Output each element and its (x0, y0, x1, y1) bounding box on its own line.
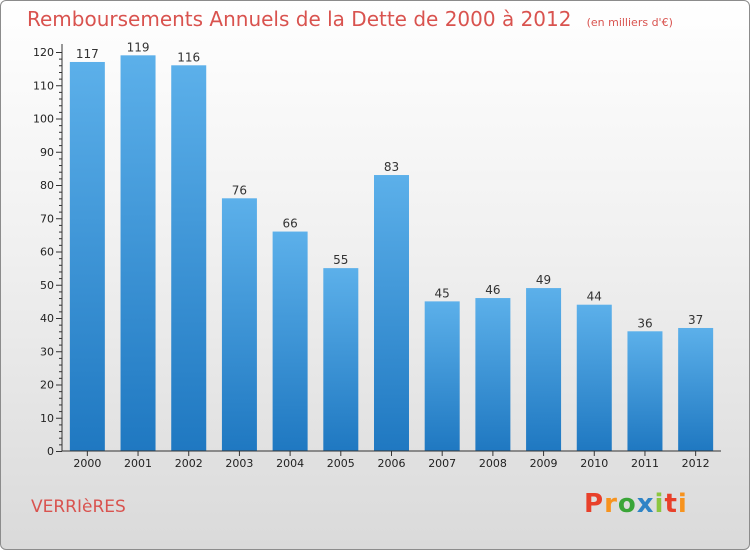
y-tick-label: 30 (40, 345, 54, 358)
y-tick-label: 50 (40, 279, 54, 292)
x-tick-label: 2011 (631, 457, 659, 470)
x-tick-label: 2004 (276, 457, 304, 470)
bar-value-label: 36 (637, 316, 652, 330)
bar (475, 298, 511, 451)
chart-unit: (en milliers d'€) (586, 16, 673, 29)
logo-letter: t (664, 489, 678, 519)
bar (678, 327, 714, 451)
bar-value-label: 44 (587, 290, 602, 304)
bar-value-label: 37 (688, 313, 703, 327)
bar-value-label: 45 (435, 286, 450, 300)
bar (323, 268, 359, 451)
bar (374, 175, 409, 451)
bar-value-label: 55 (333, 253, 348, 267)
y-tick-label: 70 (40, 212, 54, 225)
logo-letter: i (677, 489, 688, 519)
x-tick-label: 2008 (479, 457, 507, 470)
y-tick-label: 10 (40, 412, 54, 425)
commune-name: VERRIèRES (31, 497, 126, 517)
y-tick-label: 100 (33, 113, 54, 126)
bar-value-label: 66 (282, 217, 297, 231)
x-tick-label: 2000 (73, 457, 101, 470)
bars: 117 119 116 76 66 55 83 45 46 49 44 36 37 (69, 40, 714, 452)
bar (272, 231, 308, 451)
x-tick-label: 2009 (530, 457, 558, 470)
x-tick-label: 2006 (378, 457, 406, 470)
logo-letter: x (636, 489, 655, 519)
bar-value-label: 49 (536, 273, 551, 287)
title-row: Remboursements Annuels de la Dette de 20… (27, 7, 673, 31)
logo-letter: o (617, 489, 637, 519)
y-axis: 0 10 20 30 40 50 60 70 80 90 100 110 120 (33, 44, 63, 458)
bar (221, 198, 257, 451)
x-tick-label: 2001 (124, 457, 152, 470)
y-tick-label: 60 (40, 246, 54, 259)
x-tick-label: 2010 (580, 457, 608, 470)
y-tick-label: 110 (33, 79, 54, 92)
y-tick-label: 90 (40, 146, 54, 159)
bar (526, 288, 562, 451)
y-tick-label: 0 (47, 445, 54, 458)
x-tick-label: 2005 (327, 457, 355, 470)
x-tick-label: 2007 (428, 457, 456, 470)
y-tick-label: 40 (40, 312, 54, 325)
bar (171, 65, 207, 452)
proxiti-logo[interactable]: Proxiti (584, 489, 688, 519)
bar (424, 301, 460, 451)
logo-letter: i (654, 489, 665, 519)
bar (576, 304, 612, 451)
bar-value-label: 46 (485, 283, 500, 297)
logo-letter: r (604, 489, 618, 519)
bar-value-label: 117 (76, 47, 99, 61)
x-tick-label: 2002 (175, 457, 203, 470)
chart-title: Remboursements Annuels de la Dette de 20… (27, 7, 572, 31)
bar-value-label: 116 (177, 50, 200, 64)
bar-value-label: 119 (127, 40, 150, 54)
x-axis: 2000 2001 2002 2003 2004 2005 2006 2007 2008 2009… (62, 450, 721, 470)
x-tick-label: 2003 (225, 457, 253, 470)
bar (120, 55, 156, 451)
bar (627, 331, 663, 451)
y-tick-label: 120 (33, 46, 54, 59)
bar (69, 61, 105, 451)
y-tick-label: 20 (40, 379, 54, 392)
x-tick-label: 2012 (682, 457, 710, 470)
bar-value-label: 83 (384, 160, 399, 174)
logo-letter: P (584, 489, 605, 519)
bar-value-label: 76 (232, 183, 247, 197)
y-tick-label: 80 (40, 179, 54, 192)
